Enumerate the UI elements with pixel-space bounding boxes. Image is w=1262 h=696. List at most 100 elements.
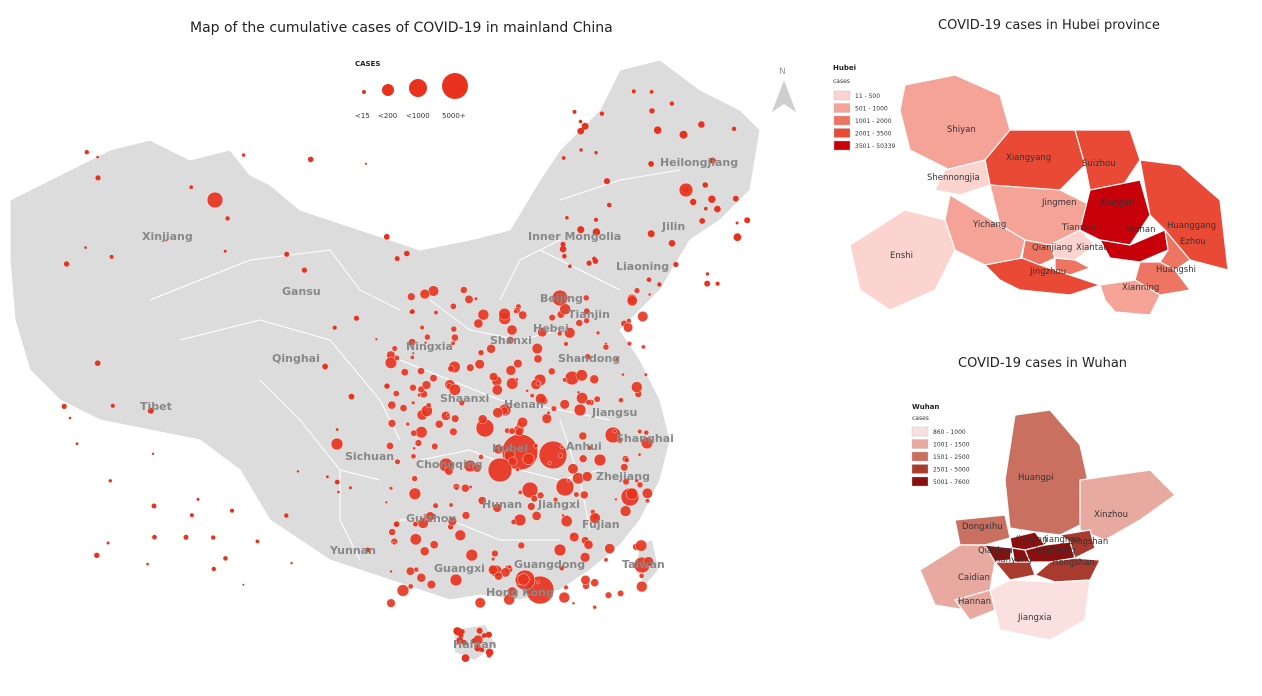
case-bubble	[559, 565, 565, 571]
case-bubble	[348, 393, 355, 400]
case-bubble	[96, 155, 99, 159]
hubei-region	[1099, 279, 1161, 316]
case-bubble	[477, 496, 487, 505]
case-bubble	[482, 633, 487, 638]
case-bubble	[577, 127, 585, 135]
case-bubble	[446, 412, 450, 417]
case-bubble	[559, 303, 571, 315]
case-bubble	[396, 584, 410, 597]
case-bubble	[364, 162, 367, 165]
case-bubble	[634, 478, 640, 483]
case-bubble	[617, 437, 623, 444]
case-bubble	[491, 384, 503, 396]
size-legend-label: <200	[378, 112, 397, 120]
case-bubble	[529, 393, 535, 399]
case-bubble	[461, 511, 471, 520]
case-bubble	[388, 528, 396, 536]
case-bubble	[593, 395, 601, 403]
case-bubble	[405, 566, 415, 576]
wuhan-district	[1079, 469, 1176, 541]
case-bubble	[472, 463, 482, 473]
case-bubble	[353, 315, 360, 321]
wuhan-district-label: Qiaokou	[978, 546, 1013, 556]
province-label: Ningxia	[406, 340, 453, 353]
case-bubble	[525, 388, 530, 393]
case-bubble	[514, 377, 519, 382]
province-label: Shanxi	[490, 334, 532, 347]
case-bubble	[486, 344, 496, 354]
case-bubble	[505, 365, 517, 376]
case-bubble	[435, 420, 444, 429]
case-bubble	[586, 260, 592, 266]
case-bubble	[95, 175, 101, 181]
wuhan-district-label: Jiangan	[1015, 535, 1047, 545]
province-label: Beijing	[540, 292, 583, 305]
wuhan-legend-swatch	[911, 426, 929, 437]
case-bubble	[393, 521, 400, 527]
case-bubble	[580, 490, 589, 500]
size-legend: CASES <15 <200 <1000 5000+	[355, 60, 468, 120]
case-bubble	[704, 280, 711, 287]
case-bubble	[560, 241, 566, 247]
case-bubble	[466, 363, 475, 372]
province-label: Hebei	[533, 322, 569, 335]
province-label: Jilin	[661, 220, 685, 233]
case-bubble	[604, 543, 616, 554]
case-bubble	[575, 369, 588, 382]
case-bubble	[68, 416, 72, 420]
wuhan-district-label: Huangpi	[1018, 473, 1054, 483]
case-bubble	[646, 277, 652, 283]
case-bubble	[375, 338, 378, 341]
case-bubble	[546, 410, 551, 416]
province-label: Hong Kong	[486, 586, 554, 599]
case-bubble	[513, 308, 518, 314]
case-bubble	[636, 481, 644, 489]
case-bubble	[447, 365, 455, 373]
case-bubble	[571, 601, 576, 605]
case-bubble	[460, 286, 468, 294]
case-bubble	[417, 367, 425, 375]
case-bubble	[618, 397, 624, 404]
case-bubble	[690, 198, 697, 206]
case-bubble	[326, 475, 329, 479]
case-bubble	[573, 491, 580, 498]
case-bubble	[491, 549, 499, 558]
wuhan-district-label: Hongshan	[1052, 558, 1095, 568]
case-bubble	[464, 294, 474, 304]
case-bubble	[348, 486, 352, 490]
case-bubble	[301, 267, 307, 273]
case-bubble	[586, 444, 593, 451]
province-label: Hainan	[453, 638, 496, 651]
case-bubble	[414, 439, 423, 447]
case-bubble	[579, 552, 591, 563]
case-bubble	[584, 353, 592, 361]
case-bubble	[560, 515, 573, 528]
case-bubble	[477, 349, 485, 356]
case-bubble	[410, 355, 415, 360]
case-bubble	[577, 226, 585, 234]
case-bubble	[642, 487, 653, 499]
case-bubble	[507, 586, 518, 597]
case-bubble	[424, 333, 431, 341]
case-bubble	[637, 311, 649, 322]
case-bubble	[476, 627, 483, 634]
case-bubble	[617, 590, 624, 597]
case-bubble	[387, 419, 397, 428]
case-bubble	[590, 578, 599, 587]
province-label: Jiangxi	[537, 498, 580, 511]
province-label: Guangxi	[434, 562, 485, 575]
case-bubble	[527, 502, 536, 511]
case-bubble	[506, 377, 519, 390]
case-bubble	[731, 126, 737, 131]
case-bubble	[559, 399, 570, 410]
case-bubble	[474, 296, 479, 301]
case-bubble	[189, 185, 193, 189]
wuhan-district-label: Dongxihu	[962, 522, 1003, 532]
case-bubble	[110, 403, 115, 408]
province-label: Zhejiang	[596, 470, 650, 483]
case-bubble	[94, 552, 100, 558]
case-bubble	[423, 341, 428, 345]
province-label: Guizhou	[406, 512, 456, 525]
case-bubble	[75, 442, 79, 446]
